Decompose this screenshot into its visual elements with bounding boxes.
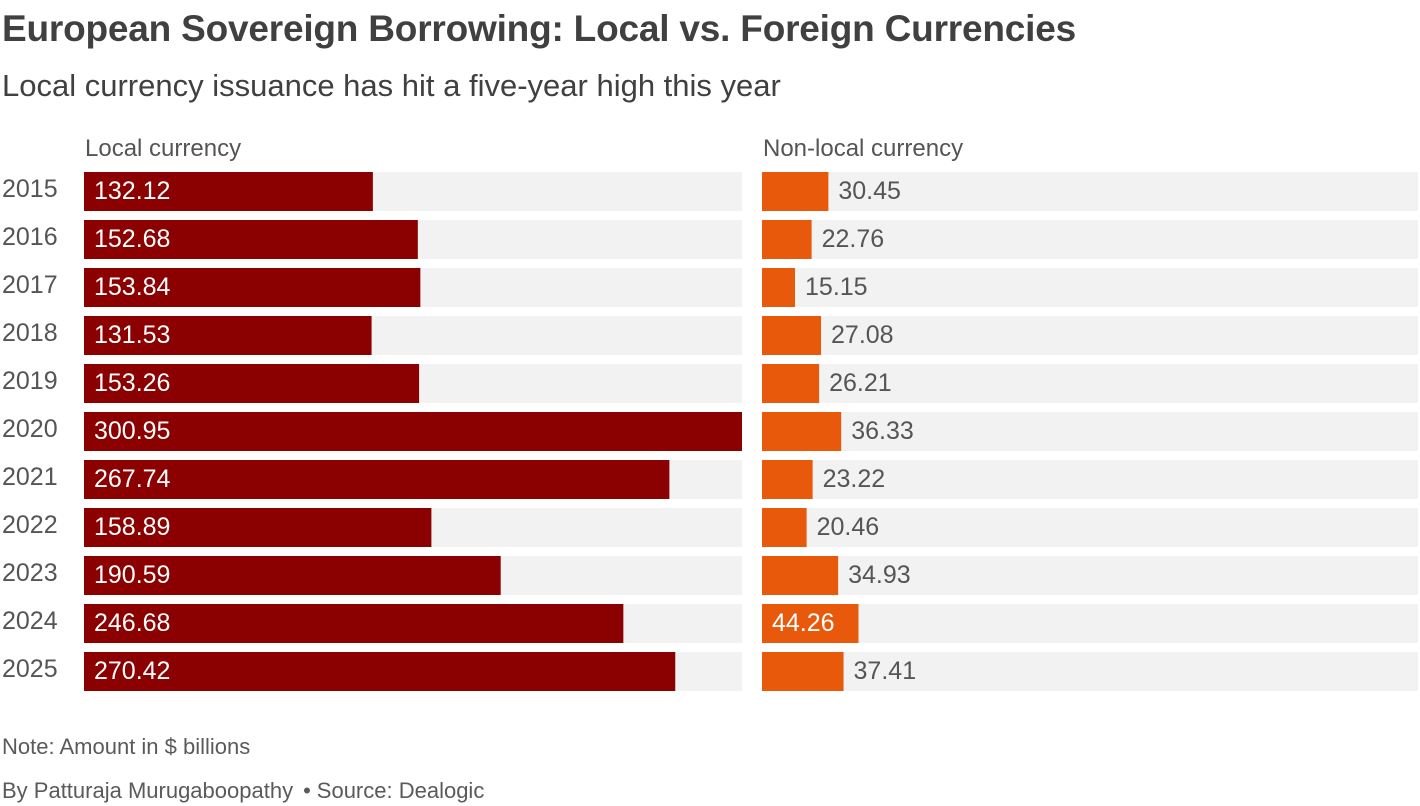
value-label-nonlocal: 44.26: [772, 609, 835, 637]
panel-label-nonlocal: Non-local currency: [763, 135, 963, 162]
bar-local: [84, 604, 624, 643]
bar-nonlocal: [762, 268, 796, 307]
bar-local: [84, 220, 418, 259]
value-label-local: 153.84: [94, 273, 171, 301]
byline: By Patturaja Murugaboopathy: [2, 778, 294, 803]
bar-local: [84, 364, 420, 403]
bar-nonlocal: [762, 364, 820, 403]
bar-track-nonlocal: [762, 460, 1418, 499]
year-label: 2015: [2, 175, 58, 203]
bar-nonlocal: [762, 172, 829, 211]
bar-track-nonlocal: [762, 220, 1418, 259]
bar-nonlocal: [762, 460, 813, 499]
bar-local: [84, 508, 432, 547]
source-label: Source: Dealogic: [316, 778, 485, 803]
value-label-nonlocal: 23.22: [823, 465, 886, 493]
value-label-local: 131.53: [94, 321, 170, 349]
bar-track-nonlocal: [762, 556, 1418, 595]
year-label: 2024: [2, 607, 58, 635]
year-label: 2019: [2, 367, 58, 395]
bar-track-nonlocal: [762, 652, 1418, 691]
bar-nonlocal: [762, 412, 842, 451]
bar-nonlocal: [762, 508, 807, 547]
bar-nonlocal: [762, 652, 844, 691]
value-label-local: 132.12: [94, 177, 170, 205]
bar-local: [84, 652, 676, 691]
year-label: 2016: [2, 223, 58, 251]
bar-local: [84, 412, 742, 451]
value-label-nonlocal: 20.46: [817, 513, 880, 541]
value-label-nonlocal: 15.15: [805, 273, 868, 301]
value-label-nonlocal: 34.93: [848, 561, 911, 589]
value-label-local: 153.26: [94, 369, 170, 397]
bar-track-nonlocal: [762, 172, 1418, 211]
bar-chart: Local currency Non-local currency 2015 132.…: [2, 135, 1418, 691]
bar-local: [84, 556, 501, 595]
bar-nonlocal: [762, 556, 839, 595]
bar-track-nonlocal: [762, 316, 1418, 355]
chart-credit: By Patturaja Murugaboopathy • Source: Deal…: [2, 778, 484, 804]
bar-track-nonlocal: [762, 508, 1418, 547]
year-label: 2018: [2, 319, 58, 347]
bar-nonlocal: [762, 220, 812, 259]
bar-nonlocal: [762, 316, 822, 355]
bar-track-nonlocal: [762, 412, 1418, 451]
value-label-local: 152.68: [94, 225, 170, 253]
value-label-nonlocal: 27.08: [831, 321, 894, 349]
chart-subtitle: Local currency issuance has hit a five-y…: [2, 68, 781, 103]
panel-label-local: Local currency: [85, 135, 241, 162]
bar-track-nonlocal: [762, 604, 1418, 643]
value-label-nonlocal: 22.76: [822, 225, 885, 253]
value-label-local: 270.42: [94, 657, 170, 685]
value-label-local: 190.59: [94, 561, 170, 589]
bar-local: [84, 268, 421, 307]
bar-local: [84, 316, 372, 355]
value-label-local: 300.95: [94, 417, 170, 445]
value-label-local: 267.74: [94, 465, 171, 493]
value-label-nonlocal: 26.21: [829, 369, 892, 397]
bar-nonlocal: [762, 604, 859, 643]
chart-title: European Sovereign Borrowing: Local vs. …: [2, 8, 1076, 49]
year-label: 2023: [2, 559, 58, 587]
value-label-local: 158.89: [94, 513, 170, 541]
year-label: 2021: [2, 463, 58, 491]
year-label: 2020: [2, 415, 58, 443]
value-label-nonlocal: 37.41: [854, 657, 917, 685]
bar-local: [84, 172, 373, 211]
year-label: 2022: [2, 511, 58, 539]
value-label-local: 246.68: [94, 609, 170, 637]
bar-local: [84, 460, 670, 499]
bar-track-nonlocal: [762, 364, 1418, 403]
value-label-nonlocal: 36.33: [851, 417, 914, 445]
year-label: 2017: [2, 271, 58, 299]
chart-note: Note: Amount in $ billions: [2, 734, 251, 759]
year-label: 2025: [2, 655, 58, 683]
value-label-nonlocal: 30.45: [838, 177, 901, 205]
credit-separator: •: [303, 778, 311, 803]
bar-track-nonlocal: [762, 268, 1418, 307]
